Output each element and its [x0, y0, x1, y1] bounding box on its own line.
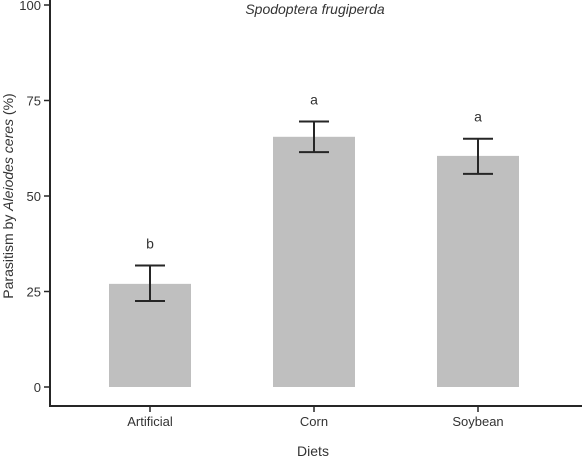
y-tick-label-0: 0 [34, 380, 41, 395]
x-tick-label-corn: Corn [300, 414, 328, 429]
bar-soybean [437, 155, 519, 387]
x-axis-label: Diets [297, 443, 329, 459]
significance-letter-corn: a [310, 92, 318, 108]
y-tick-label-3: 75 [27, 94, 41, 109]
y-tick-label-1: 25 [27, 285, 41, 300]
y-tick-label-4: 100 [19, 0, 41, 13]
bar-corn [273, 136, 355, 387]
y-tick-label-2: 50 [27, 189, 41, 204]
chart-title: Spodoptera frugiperda [245, 1, 385, 17]
significance-letter-artificial: b [146, 236, 154, 252]
y-axis-label-suffix: (%) [0, 93, 16, 119]
y-axis-label: Parasitism by Aleiodes ceres (%) [0, 93, 16, 298]
significance-letter-soybean: a [474, 109, 482, 125]
y-axis-label-prefix: Parasitism by [0, 211, 16, 299]
x-tick-label-soybean: Soybean [452, 414, 503, 429]
y-axis-label-species: Aleiodes ceres [0, 119, 16, 212]
x-tick-label-artificial: Artificial [127, 414, 173, 429]
